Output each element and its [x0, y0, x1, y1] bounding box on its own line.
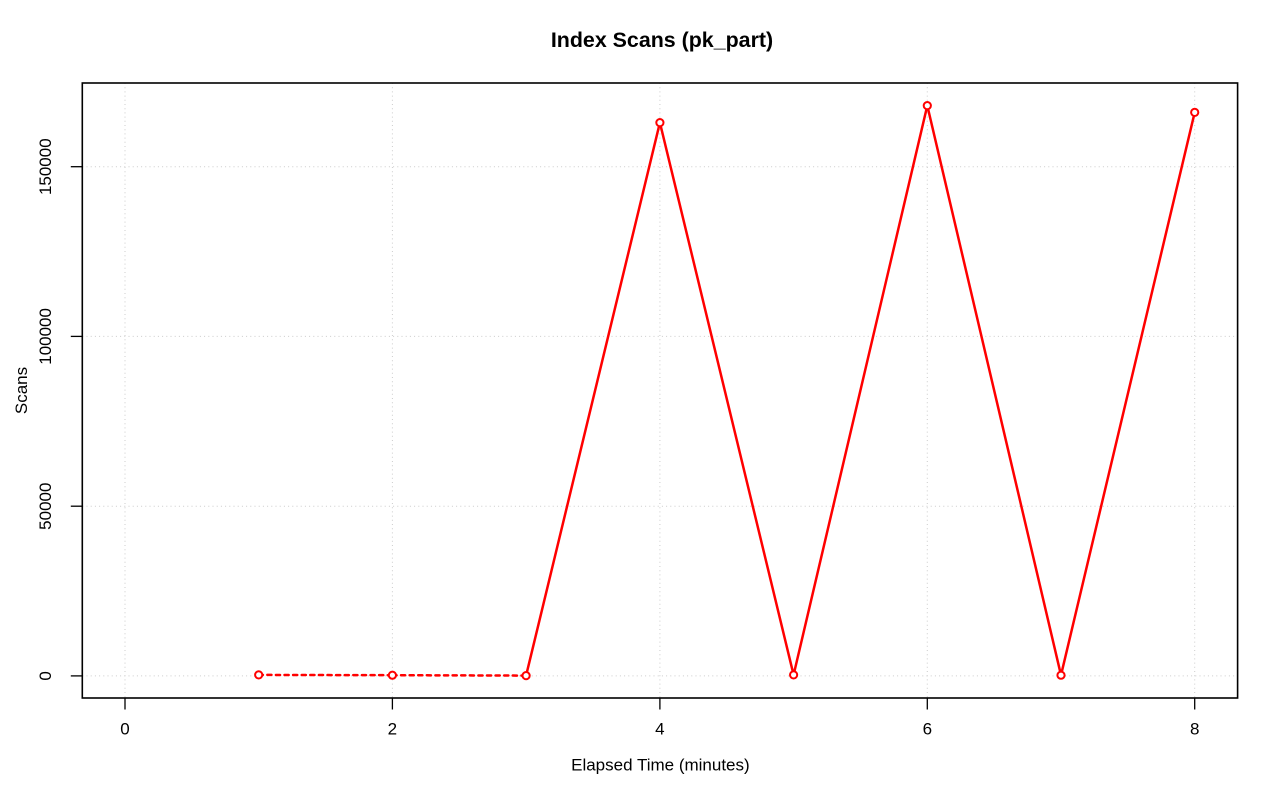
svg-text:Scans: Scans	[12, 367, 31, 414]
svg-text:8: 8	[1190, 720, 1199, 739]
svg-text:150000: 150000	[36, 138, 55, 195]
svg-text:50000: 50000	[36, 483, 55, 530]
svg-text:Elapsed Time (minutes): Elapsed Time (minutes)	[571, 756, 750, 775]
svg-text:0: 0	[36, 671, 55, 680]
svg-text:6: 6	[923, 720, 932, 739]
svg-text:0: 0	[120, 720, 129, 739]
svg-text:4: 4	[655, 720, 664, 739]
svg-text:100000: 100000	[36, 308, 55, 365]
svg-text:Index Scans (pk_part): Index Scans (pk_part)	[551, 28, 773, 52]
svg-text:2: 2	[388, 720, 397, 739]
